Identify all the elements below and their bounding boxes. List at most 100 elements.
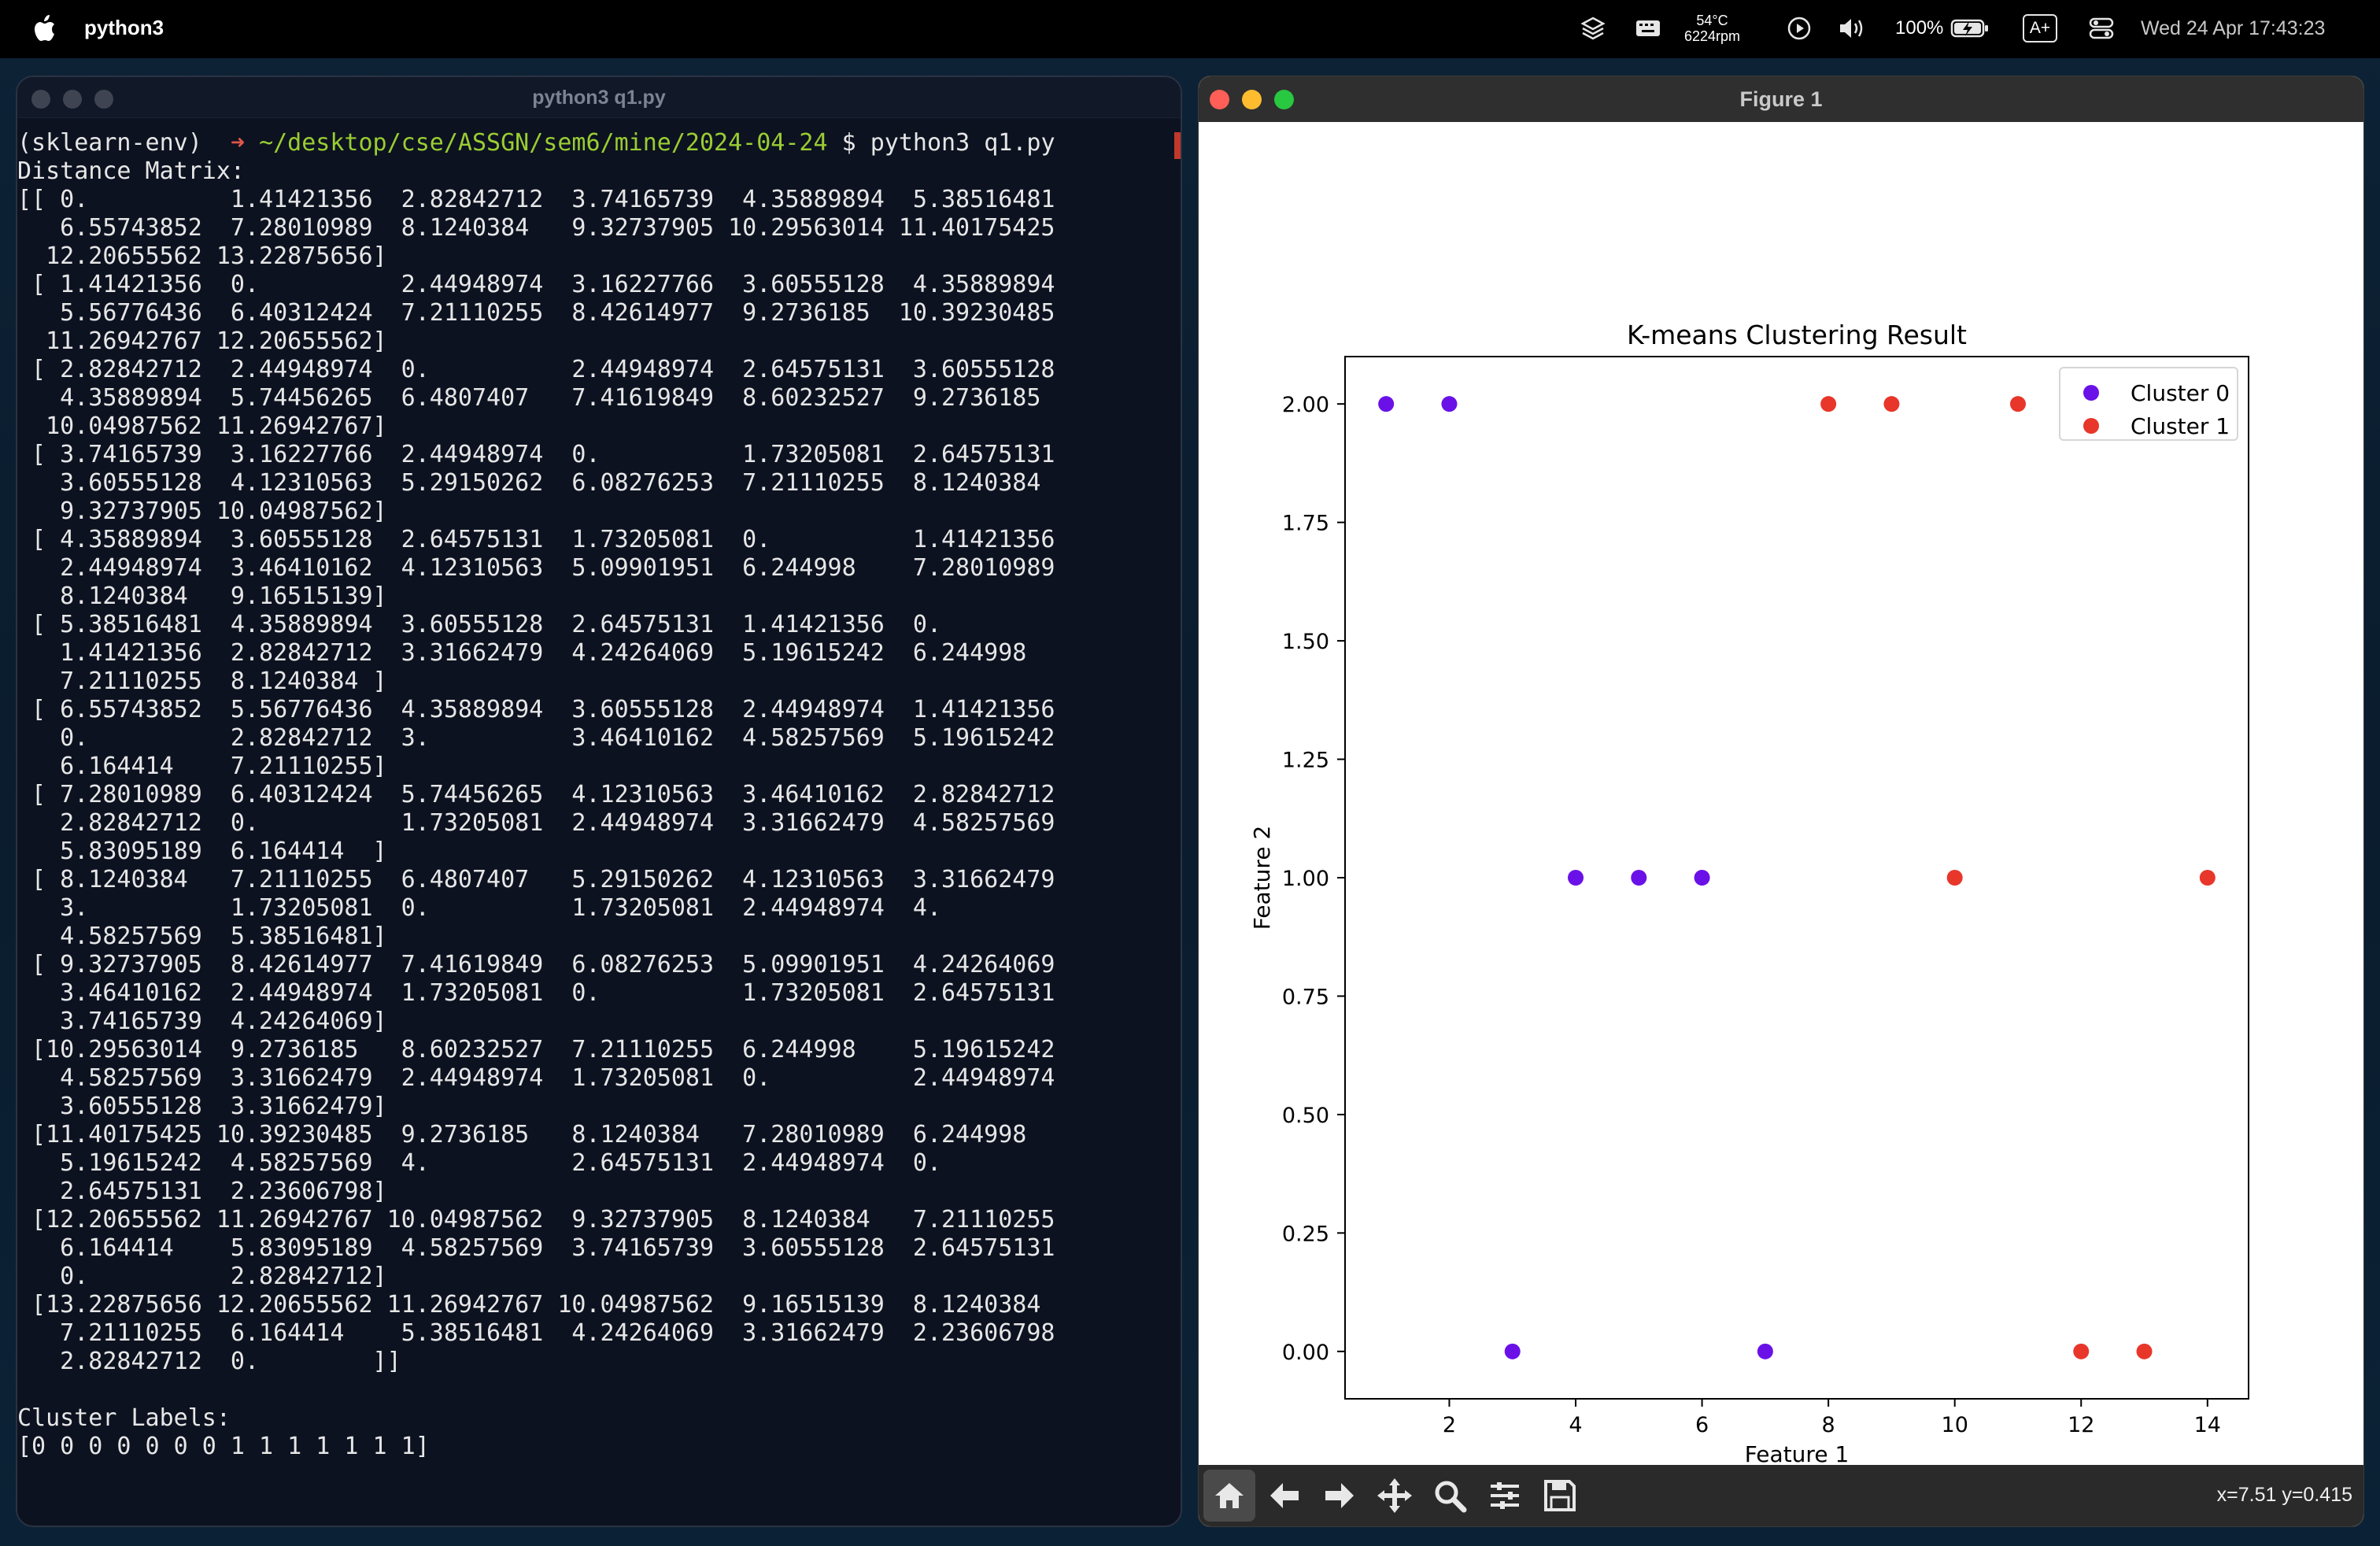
y-tick-label: 1.25 (1282, 749, 1329, 773)
cluster-0-point (1441, 396, 1458, 412)
output-line: 8.1240384 9.16515139] (17, 583, 387, 610)
plot-area (1344, 356, 2249, 1400)
scatter-chart[interactable]: K-means Clustering Result Feature 1 Feat… (1199, 122, 2364, 1476)
x-axis-label: Feature 1 (1745, 1441, 1850, 1467)
output-line: Distance Matrix: (17, 157, 245, 185)
output-line: [0 0 0 0 0 0 0 1 1 1 1 1 1 1] (17, 1433, 430, 1460)
output-line: [12.20655562 11.26942767 10.04987562 9.3… (17, 1206, 1055, 1233)
back-arrow-icon (1270, 1483, 1299, 1508)
cluster-0-point (1568, 870, 1584, 886)
active-app-name[interactable]: python3 (84, 16, 164, 39)
chart-title: K-means Clustering Result (1627, 320, 1967, 350)
output-line: 3. 1.73205081 0. 1.73205081 2.44948974 4… (17, 894, 941, 922)
output-line: [13.22875656 12.20655562 11.26942767 10.… (17, 1291, 1041, 1319)
save-button[interactable] (1534, 1470, 1586, 1522)
output-line: 3.60555128 4.12310563 5.29150262 6.08276… (17, 469, 1041, 497)
output-line: [ 8.1240384 7.21110255 6.4807407 5.29150… (17, 866, 1055, 893)
zoom-button[interactable] (1274, 90, 1294, 109)
cluster-1-point (1820, 396, 1837, 412)
minimize-button[interactable] (1242, 90, 1262, 109)
y-tick-label: 0.50 (1282, 1104, 1329, 1128)
y-axis-label: Feature 2 (1249, 826, 1275, 930)
x-tick-label: 4 (1569, 1413, 1582, 1437)
output-line: 1.41421356 2.82842712 3.31662479 4.24264… (17, 639, 1027, 667)
terminal-title-bar[interactable]: python3 q1.py (17, 77, 1181, 118)
figure-title-bar[interactable]: Figure 1 (1199, 76, 2363, 122)
zoom-button[interactable] (94, 90, 113, 109)
terminal-output[interactable]: (sklearn-env) ➜ ~/desktop/cse/ASSGN/sem6… (17, 129, 1055, 1461)
y-tick-label: 0.25 (1282, 1222, 1329, 1246)
output-line: [[ 0. 1.41421356 2.82842712 3.74165739 4… (17, 186, 1055, 213)
output-line: 5.19615242 4.58257569 4. 2.64575131 2.44… (17, 1149, 941, 1177)
zoom-rect-button[interactable] (1424, 1470, 1476, 1522)
prompt-path: ~/desktop/cse/ASSGN/sem6/mine/2024-04-24 (259, 129, 828, 157)
home-button[interactable] (1203, 1470, 1255, 1522)
back-button[interactable] (1258, 1470, 1310, 1522)
menu-bar-clock[interactable]: Wed 24 Apr 17:43:23 (2141, 17, 2326, 39)
output-line: [ 4.35889894 3.60555128 2.64575131 1.732… (17, 526, 1055, 553)
legend-label-cluster-0: Cluster 0 (2131, 380, 2230, 406)
battery-charging-icon[interactable] (1950, 14, 1990, 43)
output-line: 2.82842712 0. ]] (17, 1348, 401, 1375)
figure-toolbar: x=7.51 y=0.415 (1199, 1465, 2363, 1526)
forward-button[interactable] (1314, 1470, 1366, 1522)
x-tick-label: 6 (1695, 1413, 1709, 1437)
prompt-env: (sklearn-env) (17, 129, 202, 157)
cluster-0-point (1694, 870, 1710, 886)
prompt-line: (sklearn-env) ➜ ~/desktop/cse/ASSGN/sem6… (17, 129, 1055, 157)
close-button[interactable] (31, 90, 50, 109)
legend-label-cluster-1: Cluster 1 (2131, 413, 2230, 439)
scroll-marker (1174, 132, 1181, 159)
cluster-1-point (2073, 1343, 2090, 1359)
output-line: 3.46410162 2.44948974 1.73205081 0. 1.73… (17, 979, 1055, 1007)
battery-percentage[interactable]: 100% (1895, 17, 1944, 39)
output-line: [ 3.74165739 3.16227766 2.44948974 0. 1.… (17, 441, 1055, 468)
x-tick-label: 2 (1443, 1413, 1456, 1437)
cursor-coordinates: x=7.51 y=0.415 (2216, 1484, 2352, 1506)
cluster-1-point (1883, 396, 1900, 412)
cluster-1-point (2199, 870, 2216, 886)
temp-value: 54°C (1696, 13, 1728, 28)
y-tick-label: 0.75 (1282, 985, 1329, 1009)
output-line: 3.74165739 4.24264069] (17, 1008, 387, 1035)
output-line: 9.32737905 10.04987562] (17, 497, 387, 525)
apple-logo-icon[interactable] (31, 13, 57, 44)
legend-marker-cluster-0 (2083, 385, 2099, 401)
output-line: 10.04987562 11.26942767] (17, 412, 387, 440)
legend-box (2059, 367, 2238, 441)
y-tick-label: 1.50 (1282, 630, 1329, 654)
keyboard-icon[interactable] (1634, 14, 1662, 43)
cluster-0-point (1378, 396, 1395, 412)
cluster-1-point (2136, 1343, 2153, 1359)
output-line: 2.82842712 0. 1.73205081 2.44948974 3.31… (17, 809, 1055, 837)
output-line: 2.64575131 2.23606798] (17, 1178, 387, 1205)
output-line: 7.21110255 8.1240384 ] (17, 668, 387, 695)
output-line: Cluster Labels: (17, 1404, 231, 1432)
output-line: 6.164414 7.21110255] (17, 753, 387, 780)
pan-icon (1377, 1478, 1412, 1513)
control-center-icon[interactable] (2087, 14, 2116, 43)
y-tick-label: 2.00 (1282, 393, 1329, 417)
output-line: 4.58257569 5.38516481] (17, 923, 387, 950)
prompt-command: $ python3 q1.py (841, 129, 1055, 157)
layers-icon[interactable] (1579, 14, 1607, 43)
zoom-icon (1435, 1481, 1467, 1513)
text-size-icon[interactable]: A+ (2023, 14, 2057, 43)
cpu-temperature[interactable]: 54°C 6224rpm (1684, 13, 1740, 44)
y-tick-label: 1.00 (1282, 867, 1329, 891)
pan-button[interactable] (1369, 1470, 1421, 1522)
close-button[interactable] (1210, 90, 1229, 109)
configure-subplots-button[interactable] (1479, 1470, 1531, 1522)
x-tick-label: 12 (2068, 1413, 2094, 1437)
save-icon (1544, 1480, 1576, 1511)
output-line: [ 2.82842712 2.44948974 0. 2.44948974 2.… (17, 356, 1055, 383)
output-line: 6.55743852 7.28010989 8.1240384 9.327379… (17, 214, 1055, 242)
figure-title: Figure 1 (1739, 87, 1823, 111)
volume-icon[interactable] (1837, 14, 1868, 43)
minimize-button[interactable] (63, 90, 82, 109)
now-playing-icon[interactable] (1785, 14, 1813, 43)
x-tick-label: 8 (1822, 1413, 1835, 1437)
output-line: 3.60555128 3.31662479] (17, 1093, 387, 1120)
output-line: [ 6.55743852 5.56776436 4.35889894 3.605… (17, 696, 1055, 723)
output-line: 11.26942767 12.20655562] (17, 327, 387, 355)
